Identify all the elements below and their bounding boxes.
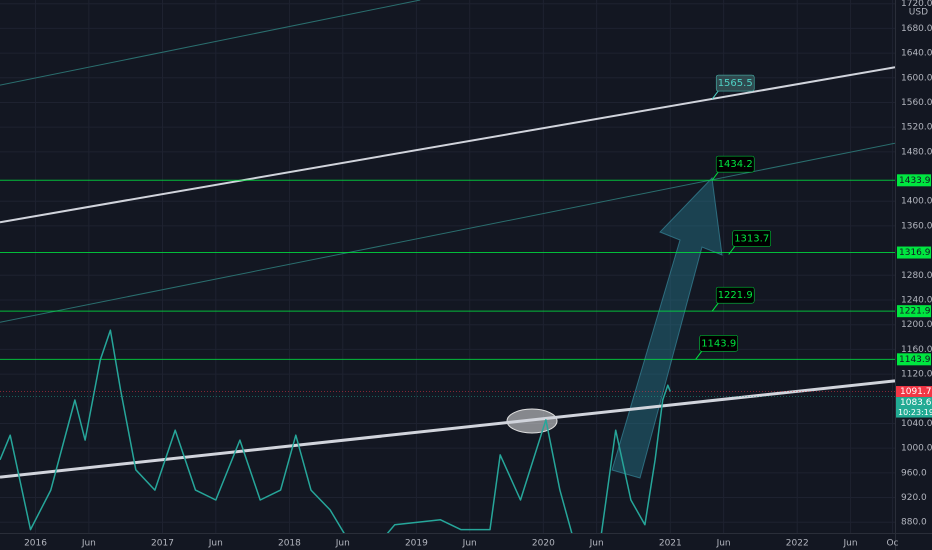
axis-unit: USD <box>909 8 928 18</box>
callout-box <box>699 335 738 352</box>
level-tag-label: 1143.9 <box>899 355 931 365</box>
y-tick-label: 1360.0 <box>901 221 932 231</box>
x-tick-label: 2017 <box>151 539 174 549</box>
callout-pointer <box>711 302 719 312</box>
y-tick-label: 920.0 <box>901 493 927 503</box>
level-tag-label: 1316.9 <box>899 248 931 258</box>
y-tick-label: 1280.0 <box>901 271 932 281</box>
y-tick-label: 880.0 <box>901 518 927 528</box>
grid <box>0 0 895 533</box>
callout-pointer <box>711 90 719 100</box>
x-tick-label: Jun <box>843 539 858 549</box>
x-tick-label: 2022 <box>786 539 809 549</box>
y-tick-label: 1240.0 <box>901 296 932 306</box>
y-tick-label: 1000.0 <box>901 444 932 454</box>
y-tick-label: 1400.0 <box>901 197 932 207</box>
callout-label: 1143.9 <box>701 338 736 349</box>
callout-label: 1221.9 <box>718 290 753 301</box>
callout-label: 1313.7 <box>734 234 769 245</box>
callout-pointer <box>728 246 736 255</box>
y-tick-label: 1520.0 <box>901 123 932 133</box>
y-tick-label: 1640.0 <box>901 49 932 59</box>
x-tick-label: 2016 <box>24 539 47 549</box>
x-tick-label: Jun <box>462 539 477 549</box>
price-line <box>0 329 671 533</box>
y-tick-label: 1680.0 <box>901 24 932 34</box>
x-tick-label: 2020 <box>532 539 555 549</box>
x-tick-label: 2021 <box>659 539 682 549</box>
y-tick-label: 1040.0 <box>901 419 932 429</box>
countdown-tag <box>896 407 932 418</box>
callout-box <box>715 74 755 92</box>
price-tag <box>896 386 932 398</box>
level-tag <box>897 246 931 259</box>
y-tick-label: 1120.0 <box>901 370 932 380</box>
x-tick-label: Oc <box>886 539 898 549</box>
y-tick-label: 1560.0 <box>901 98 932 108</box>
price-tag-label: 1091.7 <box>900 387 932 397</box>
y-tick-label: 1720.0 <box>901 0 932 9</box>
trendline <box>0 66 895 224</box>
callout-label: 1565.5 <box>718 78 753 89</box>
x-tick-label: 2018 <box>278 539 301 549</box>
price-tag <box>896 397 932 409</box>
x-tick-label: 2019 <box>405 539 428 549</box>
callout-box <box>715 155 755 173</box>
countdown-label: 10:23:19 <box>898 408 932 417</box>
callout-label: 1434.2 <box>718 159 753 170</box>
y-tick-label: 1200.0 <box>901 320 932 330</box>
callout-pointer <box>695 351 703 360</box>
callout-box <box>715 286 755 304</box>
y-tick-label: 1480.0 <box>901 147 932 157</box>
callout-box <box>732 230 771 247</box>
x-tick-label: Jun <box>716 539 731 549</box>
trendline <box>0 379 895 479</box>
level-tag-label: 1221.9 <box>899 307 931 317</box>
x-tick-label: Jun <box>208 539 223 549</box>
level-tag <box>897 305 931 318</box>
level-tag <box>897 353 931 366</box>
trendline <box>0 0 421 86</box>
y-tick-label: 1160.0 <box>901 345 932 355</box>
x-tick-label: Jun <box>589 539 604 549</box>
y-tick-label: 1600.0 <box>901 73 932 83</box>
y-tick-label: 960.0 <box>901 468 927 478</box>
x-tick-label: Jun <box>335 539 350 549</box>
price-tag-label: 1083.6 <box>900 398 932 408</box>
trendline <box>0 142 895 323</box>
level-tag-label: 1433.9 <box>899 176 931 186</box>
overlay: 880.0920.0960.01000.01040.01120.01160.01… <box>24 0 932 549</box>
callout-pointer <box>711 171 719 181</box>
plot-area <box>0 0 895 533</box>
level-tag <box>897 174 931 187</box>
x-tick-label: Jun <box>81 539 96 549</box>
